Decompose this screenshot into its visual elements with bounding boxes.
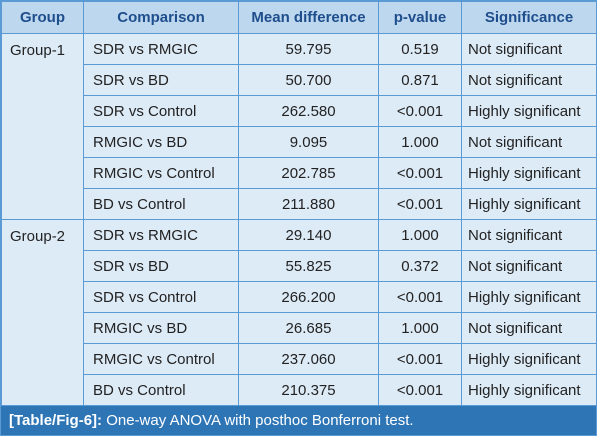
table-row: SDR vs Control 266.200 <0.001 Highly signif… bbox=[2, 281, 597, 313]
p-value-cell: <0.001 bbox=[378, 343, 462, 375]
mean-difference-cell: 210.375 bbox=[238, 374, 379, 406]
p-value-cell: <0.001 bbox=[378, 95, 462, 127]
significance-cell: Highly significant bbox=[461, 95, 597, 127]
significance-cell: Highly significant bbox=[461, 188, 597, 220]
significance-cell: Highly significant bbox=[461, 281, 597, 313]
mean-difference-cell: 237.060 bbox=[238, 343, 379, 375]
significance-cell: Not significant bbox=[461, 219, 597, 251]
table-body: Group-1 SDR vs RMGIC 59.795 0.519 Not signif… bbox=[1, 33, 597, 406]
table-row: RMGIC vs Control 202.785 <0.001 Highly sign… bbox=[2, 157, 597, 189]
significance-cell: Not significant bbox=[461, 250, 597, 282]
table-row: Group-1 SDR vs RMGIC 59.795 0.519 Not signif… bbox=[1, 33, 597, 220]
significance-cell: Not significant bbox=[461, 312, 597, 344]
table-caption: [Table/Fig-6]: One-way ANOVA with postho… bbox=[1, 406, 596, 435]
comparison-cell: SDR vs RMGIC bbox=[83, 219, 239, 251]
comparison-cell: RMGIC vs BD bbox=[83, 312, 239, 344]
comparison-cell: BD vs Control bbox=[83, 188, 239, 220]
mean-difference-cell: 55.825 bbox=[238, 250, 379, 282]
comparison-cell: SDR vs BD bbox=[83, 250, 239, 282]
group-cell: Group-2 bbox=[1, 219, 84, 406]
comparison-cell: RMGIC vs BD bbox=[83, 126, 239, 158]
table-row: SDR vs Control 262.580 <0.001 Highly signif… bbox=[2, 95, 597, 127]
table-row: BD vs Control 210.375 <0.001 Highly signifi… bbox=[2, 374, 597, 406]
mean-difference-cell: 26.685 bbox=[238, 312, 379, 344]
header-comparison: Comparison bbox=[83, 1, 239, 34]
comparison-cell: SDR vs RMGIC bbox=[83, 33, 239, 65]
header-row: Group Comparison Mean difference p-value… bbox=[1, 1, 597, 34]
caption-text: One-way ANOVA with posthoc Bonferroni te… bbox=[102, 412, 414, 429]
table-row: RMGIC vs BD 26.685 1.000 Not significant bbox=[2, 312, 597, 344]
table-row: BD vs Control 211.880 <0.001 Highly signifi… bbox=[2, 188, 597, 220]
significance-cell: Not significant bbox=[461, 64, 597, 96]
significance-cell: Highly significant bbox=[461, 343, 597, 375]
p-value-cell: 1.000 bbox=[378, 312, 462, 344]
p-value-cell: 1.000 bbox=[378, 219, 462, 251]
header-significance: Significance bbox=[461, 1, 597, 34]
significance-cell: Not significant bbox=[461, 126, 597, 158]
header-mean-difference: Mean difference bbox=[238, 1, 379, 34]
caption-label: [Table/Fig-6]: bbox=[9, 412, 103, 429]
mean-difference-cell: 211.880 bbox=[238, 188, 379, 220]
mean-difference-cell: 266.200 bbox=[238, 281, 379, 313]
header-group: Group bbox=[1, 1, 84, 34]
comparison-cell: SDR vs BD bbox=[83, 64, 239, 96]
significance-cell: Highly significant bbox=[461, 374, 597, 406]
comparison-cell: RMGIC vs Control bbox=[83, 157, 239, 189]
p-value-cell: 0.871 bbox=[378, 64, 462, 96]
table-row: RMGIC vs BD 9.095 1.000 Not significant bbox=[2, 126, 597, 158]
p-value-cell: 0.519 bbox=[378, 33, 462, 65]
mean-difference-cell: 262.580 bbox=[238, 95, 379, 127]
mean-difference-cell: 202.785 bbox=[238, 157, 379, 189]
significance-cell: Not significant bbox=[461, 33, 597, 65]
results-table: Group Comparison Mean difference p-value… bbox=[1, 1, 597, 406]
significance-cell: Highly significant bbox=[461, 157, 597, 189]
table-row: RMGIC vs Control 237.060 <0.001 Highly sign… bbox=[2, 343, 597, 375]
mean-difference-cell: 59.795 bbox=[238, 33, 379, 65]
p-value-cell: 1.000 bbox=[378, 126, 462, 158]
p-value-cell: <0.001 bbox=[378, 374, 462, 406]
mean-difference-cell: 9.095 bbox=[238, 126, 379, 158]
table-row: Group-2 SDR vs RMGIC 29.140 1.000 Not signif… bbox=[1, 219, 597, 406]
group-cell: Group-1 bbox=[1, 33, 84, 220]
table-row: SDR vs BD 55.825 0.372 Not significant bbox=[2, 250, 597, 282]
p-value-cell: 0.372 bbox=[378, 250, 462, 282]
comparison-cell: SDR vs Control bbox=[83, 281, 239, 313]
header-p-value: p-value bbox=[378, 1, 462, 34]
comparison-cell: RMGIC vs Control bbox=[83, 343, 239, 375]
mean-difference-cell: 50.700 bbox=[238, 64, 379, 96]
p-value-cell: <0.001 bbox=[378, 157, 462, 189]
comparison-cell: BD vs Control bbox=[83, 374, 239, 406]
p-value-cell: <0.001 bbox=[378, 188, 462, 220]
p-value-cell: <0.001 bbox=[378, 281, 462, 313]
comparison-cell: SDR vs Control bbox=[83, 95, 239, 127]
table-row: SDR vs BD 50.700 0.871 Not significant bbox=[2, 64, 597, 96]
mean-difference-cell: 29.140 bbox=[238, 219, 379, 251]
